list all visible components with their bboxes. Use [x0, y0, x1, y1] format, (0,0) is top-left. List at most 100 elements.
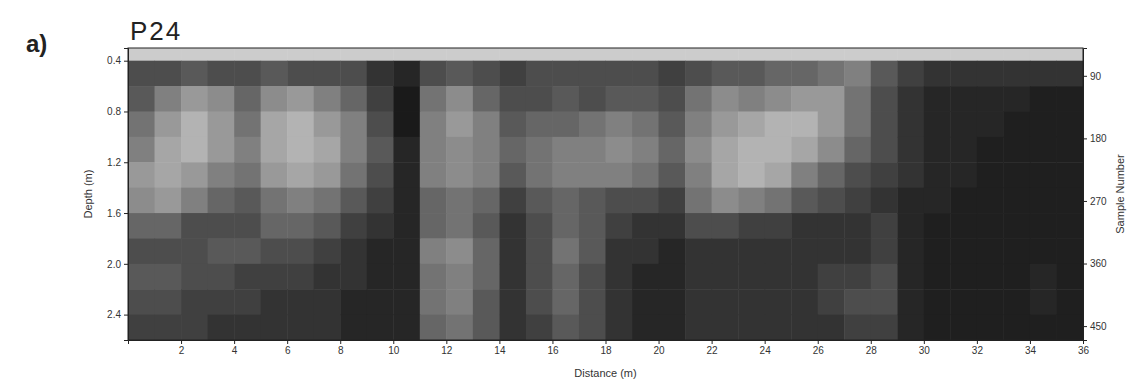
tick-label: 90	[1090, 71, 1102, 82]
cell	[897, 315, 924, 340]
tick: 24	[760, 340, 772, 356]
cell	[791, 137, 818, 163]
cell	[155, 111, 182, 137]
cell	[287, 162, 314, 188]
tick-mark	[124, 111, 128, 112]
cell	[420, 48, 447, 61]
cell	[1030, 61, 1057, 87]
cell	[261, 238, 288, 264]
cell	[685, 137, 712, 163]
cell	[977, 315, 1004, 340]
cell	[393, 289, 420, 315]
cell	[685, 315, 712, 340]
cell	[579, 264, 606, 290]
cell	[526, 264, 553, 290]
cell	[1030, 264, 1057, 290]
tick-mark	[124, 61, 128, 62]
y-axis: 0.40.81.21.62.02.4	[107, 49, 128, 341]
tick-label: 0.8	[107, 106, 121, 117]
cell	[712, 86, 739, 112]
cell	[208, 48, 235, 61]
cell	[234, 264, 261, 290]
cell	[924, 289, 951, 315]
tick-label: 16	[547, 345, 559, 356]
cell	[897, 238, 924, 264]
tick-label: 0.4	[107, 55, 121, 66]
cell	[1003, 213, 1030, 239]
cell	[155, 48, 182, 61]
cell	[473, 86, 500, 112]
cell	[712, 137, 739, 163]
cell	[367, 289, 394, 315]
cell	[871, 111, 898, 137]
cell	[234, 162, 261, 188]
cell	[818, 289, 845, 315]
cell	[844, 213, 871, 239]
tick: 16	[547, 340, 559, 356]
cell	[367, 162, 394, 188]
cell	[287, 137, 314, 163]
cell	[473, 315, 500, 340]
cell	[844, 48, 871, 61]
cell	[897, 162, 924, 188]
cell	[632, 238, 659, 264]
cell	[818, 188, 845, 214]
cell	[526, 315, 553, 340]
cell	[208, 137, 235, 163]
cell	[420, 137, 447, 163]
cell	[155, 264, 182, 290]
cell	[314, 111, 341, 137]
cell	[526, 137, 553, 163]
cell	[446, 137, 473, 163]
tick: 0.4	[107, 55, 128, 66]
cell	[155, 238, 182, 264]
cell	[579, 137, 606, 163]
cell	[659, 61, 686, 87]
cell	[579, 238, 606, 264]
tick-mark	[765, 340, 766, 344]
cell	[552, 162, 579, 188]
cell	[181, 264, 208, 290]
cell	[1003, 48, 1030, 61]
tick: 32	[972, 340, 984, 356]
cell	[818, 162, 845, 188]
cell	[606, 188, 633, 214]
y-axis-title: Depth (m)	[82, 170, 94, 219]
cell	[844, 111, 871, 137]
cell	[765, 213, 792, 239]
cell	[871, 213, 898, 239]
cell	[128, 289, 155, 315]
cell	[552, 137, 579, 163]
cell	[659, 111, 686, 137]
tick-label: 18	[600, 345, 612, 356]
cell	[712, 289, 739, 315]
cell	[499, 289, 526, 315]
cell	[1003, 111, 1030, 137]
cell	[606, 315, 633, 340]
tick-mark	[234, 340, 235, 344]
cell	[632, 48, 659, 61]
cell	[499, 315, 526, 340]
cell	[977, 48, 1004, 61]
cell	[287, 111, 314, 137]
x-axis: 24681012141618202224262830323436	[129, 340, 1090, 356]
tick-mark	[1083, 138, 1087, 139]
cell	[128, 86, 155, 112]
tick-mark	[924, 340, 925, 344]
tick-label: 12	[441, 345, 453, 356]
tick-label: 30	[919, 345, 931, 356]
cell	[765, 48, 792, 61]
tick: 18	[600, 340, 612, 356]
cell	[712, 48, 739, 61]
cell	[844, 264, 871, 290]
cell	[659, 48, 686, 61]
cell	[314, 137, 341, 163]
cell	[632, 137, 659, 163]
cell	[208, 162, 235, 188]
cell	[632, 315, 659, 340]
cell	[128, 188, 155, 214]
cell	[791, 264, 818, 290]
cell	[473, 289, 500, 315]
cell	[526, 86, 553, 112]
cell	[977, 61, 1004, 87]
